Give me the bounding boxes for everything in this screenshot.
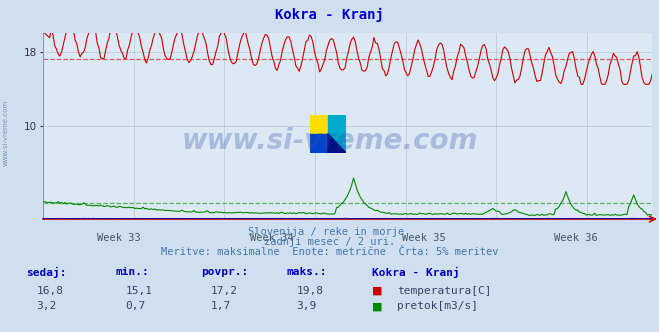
Text: pretok[m3/s]: pretok[m3/s] bbox=[397, 301, 478, 311]
Polygon shape bbox=[328, 115, 346, 153]
Text: min.:: min.: bbox=[115, 267, 149, 277]
Text: 1,7: 1,7 bbox=[211, 301, 231, 311]
Text: Week 34: Week 34 bbox=[250, 233, 293, 243]
Text: Week 33: Week 33 bbox=[97, 233, 141, 243]
Text: temperatura[C]: temperatura[C] bbox=[397, 286, 492, 295]
Text: povpr.:: povpr.: bbox=[201, 267, 248, 277]
Text: Kokra - Kranj: Kokra - Kranj bbox=[372, 267, 460, 278]
Text: Kokra - Kranj: Kokra - Kranj bbox=[275, 8, 384, 23]
Text: maks.:: maks.: bbox=[287, 267, 327, 277]
Text: sedaj:: sedaj: bbox=[26, 267, 67, 278]
Text: ■: ■ bbox=[372, 286, 383, 295]
Bar bbox=[310, 115, 328, 133]
Text: 17,2: 17,2 bbox=[211, 286, 238, 295]
Text: Week 36: Week 36 bbox=[554, 233, 598, 243]
Text: 16,8: 16,8 bbox=[36, 286, 63, 295]
Text: Slovenija / reke in morje.: Slovenija / reke in morje. bbox=[248, 227, 411, 237]
Text: Week 35: Week 35 bbox=[402, 233, 445, 243]
Text: 15,1: 15,1 bbox=[125, 286, 152, 295]
Text: 3,9: 3,9 bbox=[297, 301, 317, 311]
Text: 0,7: 0,7 bbox=[125, 301, 146, 311]
Text: www.si-vreme.com: www.si-vreme.com bbox=[2, 100, 9, 166]
Polygon shape bbox=[328, 133, 346, 153]
Text: Meritve: maksimalne  Enote: metrične  Črta: 5% meritev: Meritve: maksimalne Enote: metrične Črta… bbox=[161, 247, 498, 257]
Text: 19,8: 19,8 bbox=[297, 286, 324, 295]
Text: ■: ■ bbox=[372, 301, 383, 311]
Bar bbox=[310, 133, 328, 153]
Text: zadnji mesec / 2 uri.: zadnji mesec / 2 uri. bbox=[264, 237, 395, 247]
Text: 3,2: 3,2 bbox=[36, 301, 57, 311]
Text: www.si-vreme.com: www.si-vreme.com bbox=[181, 127, 478, 155]
